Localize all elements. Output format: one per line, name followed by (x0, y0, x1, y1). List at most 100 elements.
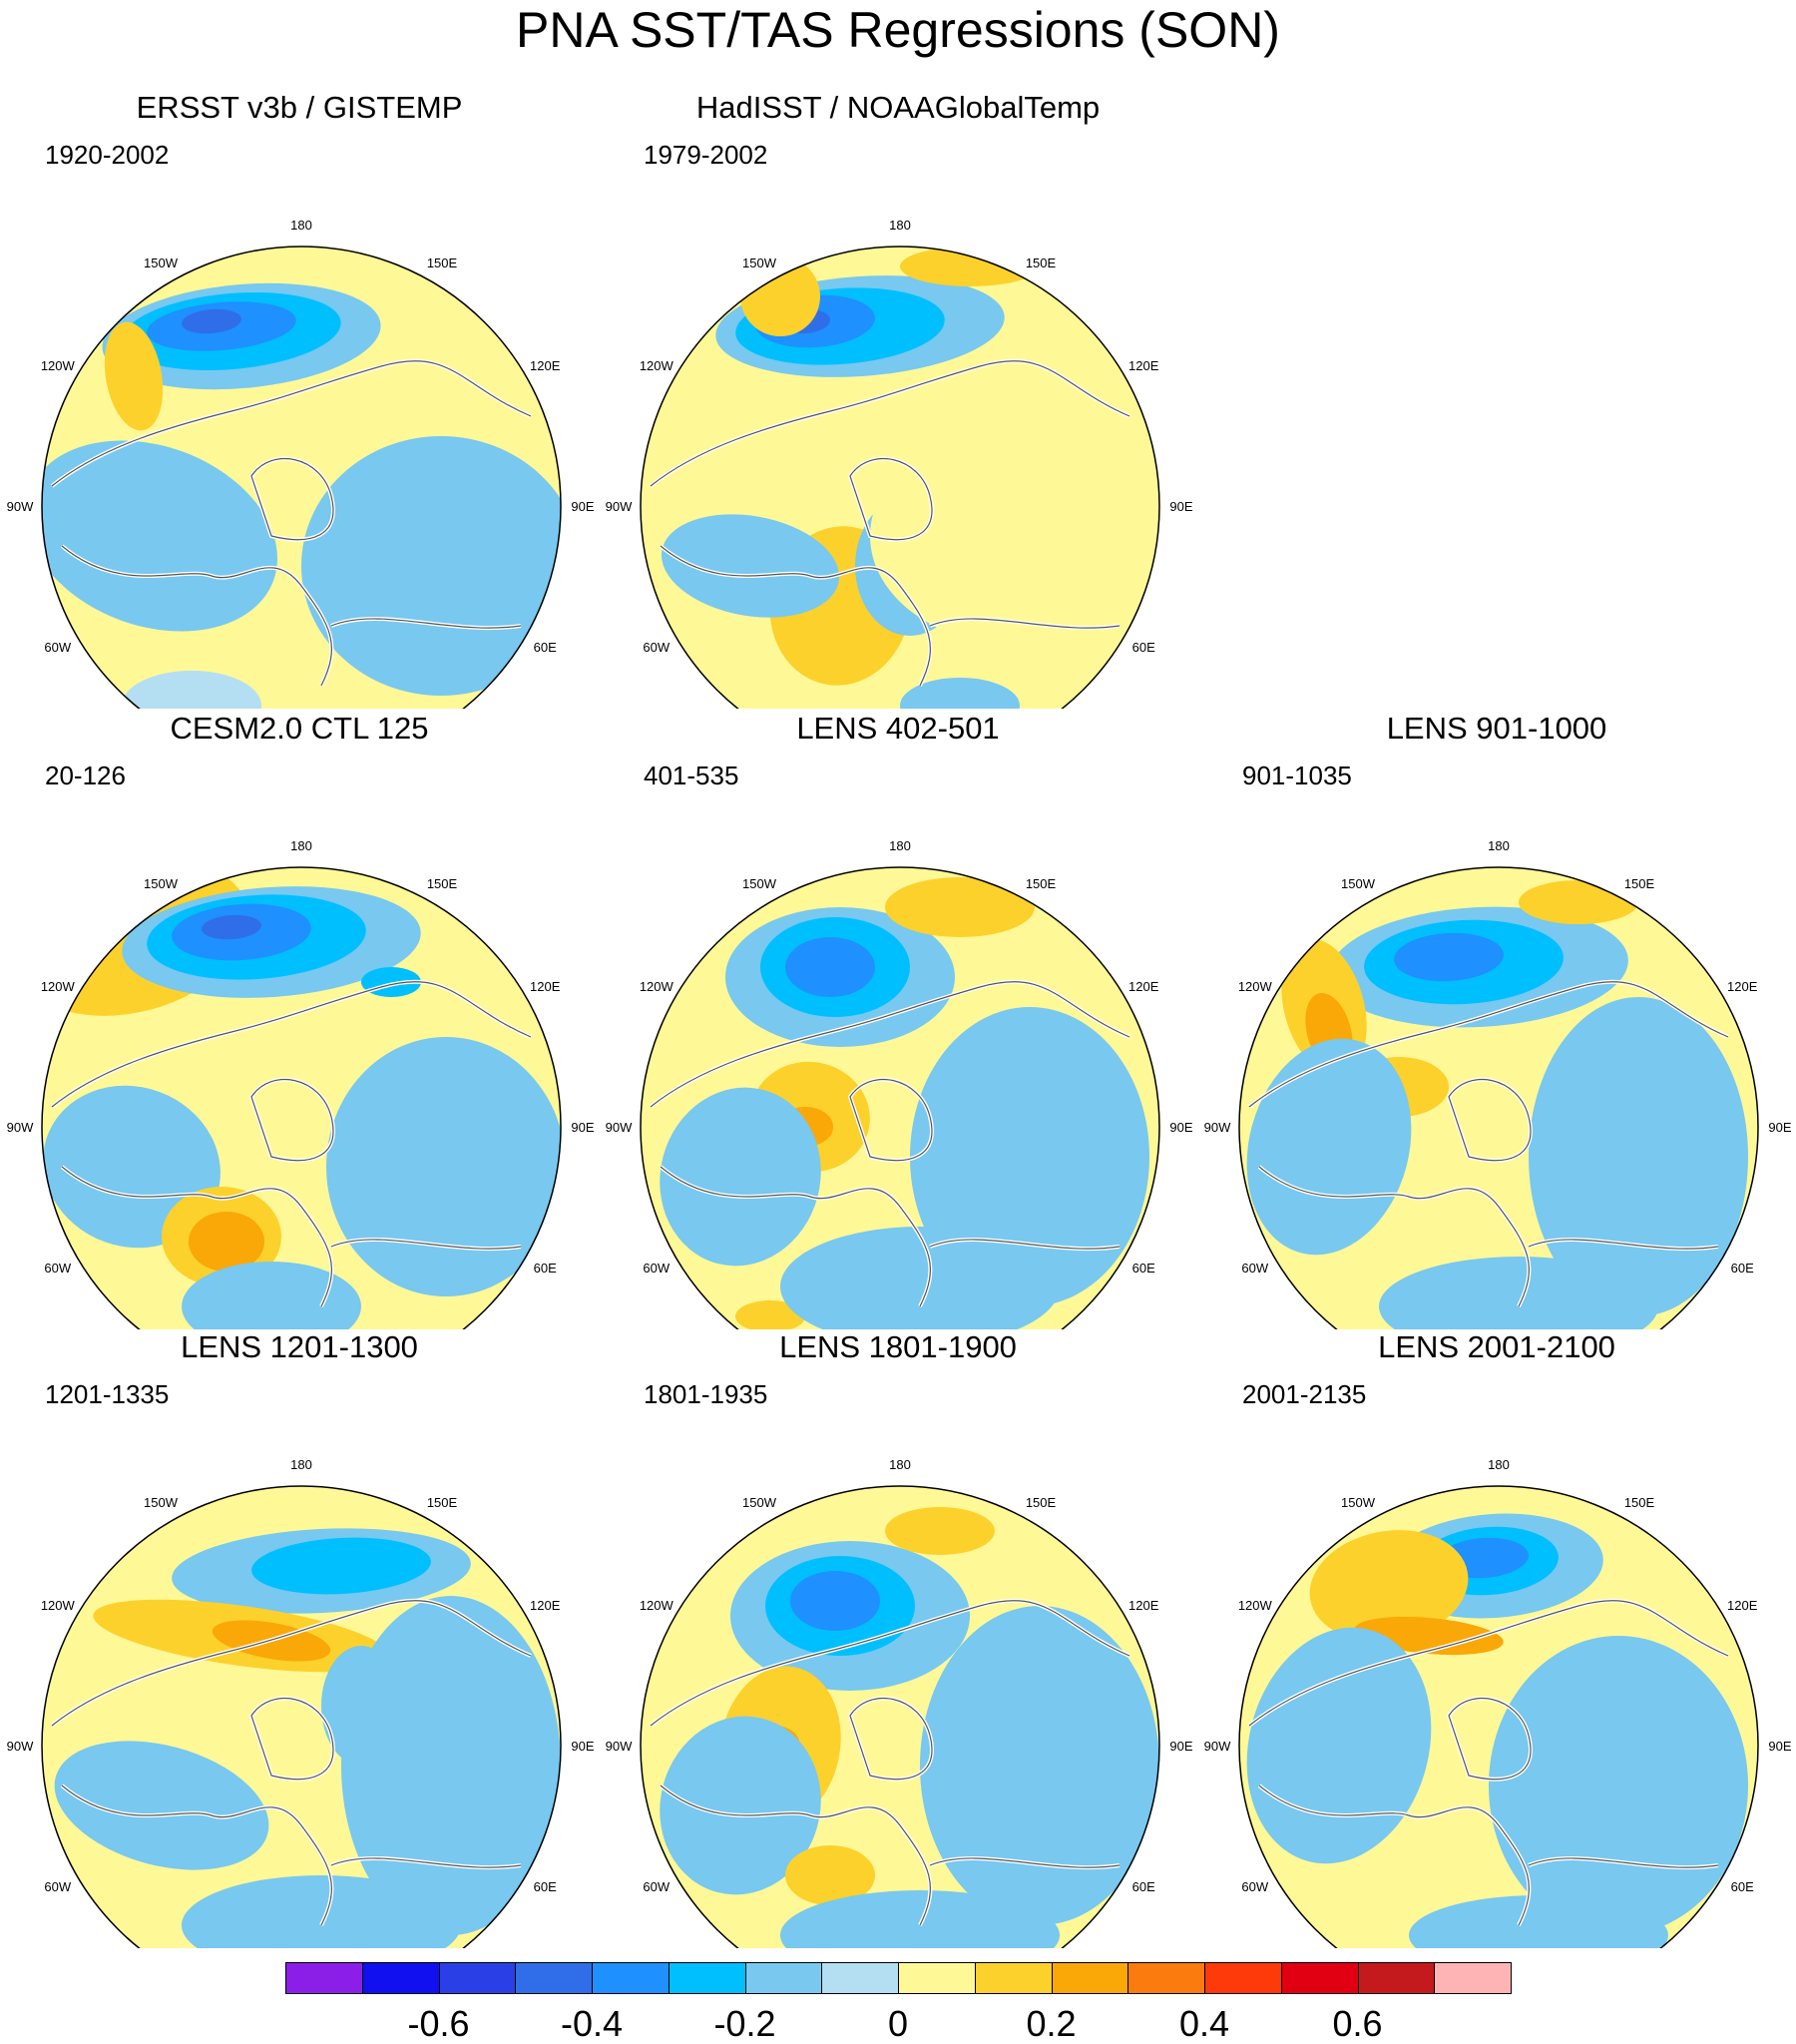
longitude-label: 60W (1241, 1879, 1268, 1894)
polar-map: 180150E120E90E60E30E030W60W90W120W150W (606, 218, 1193, 709)
longitude-label: 180 (889, 218, 911, 233)
longitude-label: 180 (889, 838, 911, 853)
map-panel: CESM2.0 CTL 125180150E120E90E60E30E030W6… (0, 711, 599, 1329)
regression-contour (321, 1646, 401, 1766)
longitude-label: 120E (530, 358, 561, 373)
map-border (640, 866, 1160, 1329)
regression-contour (661, 514, 840, 618)
colorbar-tick-label: -0.4 (560, 2003, 624, 2044)
longitude-label: 60W (44, 640, 71, 655)
longitude-label: 60E (534, 640, 557, 655)
colorbar-tick-label: 0.4 (1178, 2003, 1230, 2044)
map-border (1238, 1485, 1759, 1948)
longitude-label: 120W (1238, 979, 1273, 994)
map-border (1238, 866, 1759, 1329)
colorbar-swatch (285, 1962, 363, 1994)
longitude-label: 150E (427, 256, 458, 270)
longitude-label: 90E (571, 1739, 594, 1754)
longitude-label: 180 (1488, 838, 1510, 853)
polar-map: 180150E120E90E60E30E030W60W90W120W150W (1204, 1457, 1792, 1948)
map-border (41, 1485, 562, 1948)
regression-contour (326, 1037, 561, 1296)
polar-map: 180150E120E90E60E30E030W60W90W120W150W (7, 1457, 595, 1948)
regression-contour (785, 1845, 875, 1905)
regression-contour (780, 1890, 1060, 1948)
longitude-label: 150E (1026, 1495, 1057, 1510)
regression-contour (885, 1507, 995, 1555)
colorbar-swatch (592, 1962, 670, 1994)
longitude-label: 150E (1026, 876, 1057, 891)
longitude-label: 60W (44, 1261, 71, 1276)
panel-title: HadISST / NOAAGlobalTemp (695, 90, 1101, 125)
map-border (41, 246, 562, 709)
longitude-label: 120E (1128, 979, 1159, 994)
longitude-label: 120W (640, 979, 674, 994)
colorbar-swatch (1127, 1962, 1205, 1994)
longitude-label: 90W (1204, 1739, 1231, 1754)
longitude-label: 90W (1204, 1120, 1231, 1135)
regression-contour (900, 247, 1040, 286)
colorbar-tick-label: 0.2 (1026, 2003, 1077, 2044)
regression-contour (660, 1087, 821, 1267)
longitude-label: 150W (742, 1495, 777, 1510)
longitude-label: 60E (534, 1261, 557, 1276)
longitude-label: 150E (1624, 876, 1655, 891)
longitude-label: 90W (7, 1120, 34, 1135)
panel-period: 401-535 (644, 761, 739, 790)
regression-contour (104, 321, 164, 431)
longitude-label: 90W (7, 1739, 34, 1754)
regression-contour (54, 1741, 269, 1870)
colorbar-swatch (515, 1962, 593, 1994)
colorbar-tick-label: 0.6 (1332, 2003, 1383, 2044)
colorbar-swatch (821, 1962, 899, 1994)
longitude-label: 120E (1727, 1598, 1758, 1613)
colorbar-swatch (438, 1962, 517, 1994)
longitude-label: 150E (1026, 256, 1057, 270)
longitude-label: 120W (1238, 1598, 1273, 1613)
panel-title: LENS 1201-1300 (181, 1329, 418, 1364)
longitude-label: 180 (290, 218, 312, 233)
coastline (650, 981, 1130, 1307)
longitude-label: 90W (7, 499, 34, 514)
longitude-label: 60E (1132, 640, 1155, 655)
longitude-label: 90E (1768, 1120, 1791, 1135)
colorbar-swatch (1357, 1962, 1436, 1994)
regression-contour (735, 1300, 805, 1329)
colorbar (285, 1962, 1512, 1996)
panel-title: LENS 1801-1900 (779, 1329, 1017, 1364)
regression-contour (251, 1537, 431, 1595)
polar-map: 180150E120E90E60E30E030W60W90W120W150W (606, 838, 1193, 1329)
longitude-label: 90E (1768, 1739, 1791, 1754)
panel-title: LENS 402-501 (796, 711, 1000, 746)
map-border (640, 1485, 1160, 1948)
coastline (650, 1600, 1130, 1926)
regression-contour (189, 1212, 264, 1272)
polar-map: 180150E120E90E60E30E030W60W90W120W150W (7, 218, 595, 709)
map-panel: LENS 1801-1900 180150E120E90E60E30E030W60… (599, 1329, 1197, 1948)
longitude-label: 120W (41, 979, 76, 994)
longitude-label: 120E (1727, 979, 1758, 994)
longitude-label: 150W (144, 256, 179, 270)
colorbar-swatch (668, 1962, 746, 1994)
map-panel: LENS 2001-2100180150E120E90E60E30E030W60… (1197, 1329, 1796, 1948)
longitude-label: 180 (1488, 1457, 1510, 1472)
colorbar-swatch (1280, 1962, 1359, 1994)
longitude-label: 120W (41, 1598, 76, 1613)
panel-period: 1979-2002 (644, 140, 768, 170)
regression-contour (885, 877, 1035, 937)
regression-contour (1529, 997, 1748, 1316)
longitude-label: 150E (427, 1495, 458, 1510)
panel-title: LENS 901-1000 (1386, 711, 1607, 746)
longitude-label: 90W (606, 499, 633, 514)
longitude-label: 150W (144, 876, 179, 891)
regression-contour (182, 1262, 361, 1329)
regression-contour (785, 937, 875, 997)
panel-period: 1920-2002 (45, 140, 170, 170)
regression-contour (42, 440, 277, 632)
regression-contour (790, 1571, 880, 1631)
polar-map: 180150E120E90E60E30E030W60W90W120W150W (606, 1457, 1193, 1948)
regression-contour (301, 436, 561, 696)
polar-map: 180150E120E90E60E30E030W60W90W120W150W (1204, 838, 1792, 1329)
regression-contour (182, 308, 241, 334)
longitude-label: 60E (1132, 1879, 1155, 1894)
